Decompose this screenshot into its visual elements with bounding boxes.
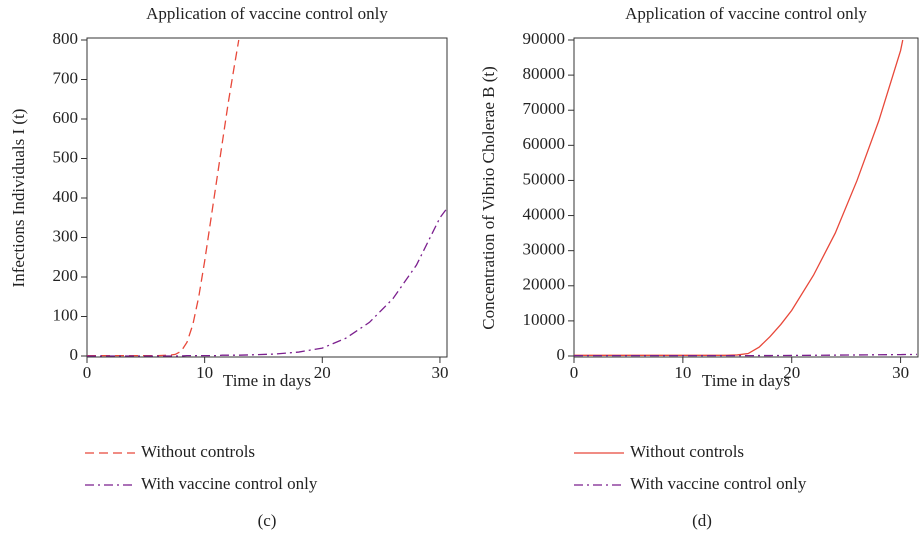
y-tick-label: 0	[70, 345, 79, 364]
y-tick-label: 200	[53, 266, 79, 285]
x-tick-label: 30	[892, 363, 909, 382]
x-tick-label: 10	[196, 363, 213, 382]
series-line	[87, 209, 447, 357]
x-axis-label: Time in days	[223, 371, 311, 390]
y-tick-label: 400	[53, 187, 79, 206]
y-tick-label: 100	[53, 305, 79, 324]
y-tick-label: 300	[53, 226, 79, 245]
x-tick-label: 0	[570, 363, 579, 382]
y-tick-label: 60000	[523, 134, 566, 153]
chart-title: Application of vaccine control only	[625, 4, 867, 23]
y-axis-label: Concentration of Vibrio Cholerae B (t)	[479, 66, 498, 330]
y-tick-label: 700	[53, 68, 79, 87]
caption: (c)	[258, 511, 277, 530]
y-tick-label: 10000	[523, 310, 566, 329]
legend-label: Without controls	[141, 442, 255, 461]
series-line	[574, 353, 917, 357]
y-tick-label: 80000	[523, 64, 566, 83]
series-line	[574, 39, 904, 356]
legend-label: With vaccine control only	[141, 474, 318, 493]
y-tick-label: 800	[53, 29, 79, 48]
x-tick-label: 20	[314, 363, 331, 382]
y-tick-label: 90000	[523, 29, 566, 48]
plot-frame	[86, 37, 448, 358]
chart-title: Application of vaccine control only	[146, 4, 388, 23]
y-tick-label: 20000	[523, 275, 566, 294]
y-tick-label: 40000	[523, 204, 566, 223]
y-tick-label: 30000	[523, 240, 566, 259]
plot-frame	[573, 37, 919, 358]
x-tick-label: 20	[783, 363, 800, 382]
legend-label: With vaccine control only	[630, 474, 807, 493]
x-tick-label: 0	[83, 363, 92, 382]
x-axis-label: Time in days	[702, 371, 790, 390]
x-tick-label: 30	[431, 363, 448, 382]
y-axis-label: Infections Individuals I (t)	[9, 109, 28, 288]
y-tick-label: 500	[53, 147, 79, 166]
x-tick-label: 10	[674, 363, 691, 382]
series-line	[87, 39, 240, 357]
legend-label: Without controls	[630, 442, 744, 461]
y-tick-label: 70000	[523, 99, 566, 118]
caption: (d)	[692, 511, 712, 530]
y-tick-label: 50000	[523, 169, 566, 188]
y-tick-label: 600	[53, 108, 79, 127]
y-tick-label: 0	[557, 345, 566, 364]
